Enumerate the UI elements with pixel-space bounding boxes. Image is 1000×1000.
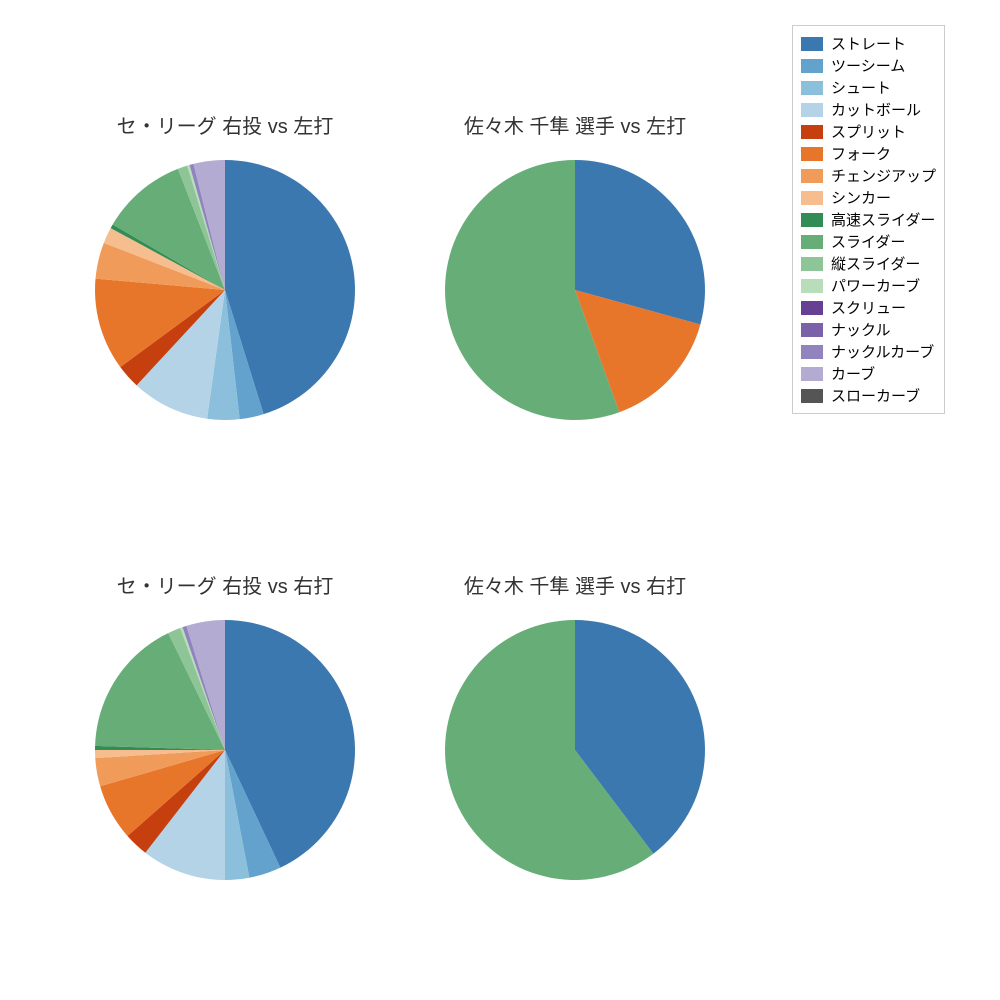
pie-chart <box>443 158 707 422</box>
legend-swatch <box>801 147 823 161</box>
chart-title: セ・リーグ 右投 vs 左打 <box>75 110 375 139</box>
legend-item: ストレート <box>801 33 936 54</box>
legend-swatch <box>801 367 823 381</box>
legend-item: ナックルカーブ <box>801 341 936 362</box>
legend-swatch <box>801 389 823 403</box>
legend-swatch <box>801 59 823 73</box>
legend-label: スプリット <box>831 121 906 142</box>
legend-label: スローカーブ <box>831 385 920 406</box>
pie-chart <box>443 618 707 882</box>
legend-swatch <box>801 235 823 249</box>
legend-label: スライダー <box>831 231 905 252</box>
legend-swatch <box>801 169 823 183</box>
legend-label: 縦スライダー <box>831 253 920 274</box>
legend-swatch <box>801 257 823 271</box>
legend-item: チェンジアップ <box>801 165 936 186</box>
legend-label: カットボール <box>831 99 921 120</box>
legend-swatch <box>801 345 823 359</box>
legend-label: パワーカーブ <box>831 275 920 296</box>
legend-label: スクリュー <box>831 297 906 318</box>
legend-swatch <box>801 37 823 51</box>
legend-swatch <box>801 81 823 95</box>
legend: ストレートツーシームシュートカットボールスプリットフォークチェンジアップシンカー… <box>792 25 945 414</box>
legend-item: フォーク <box>801 143 936 164</box>
legend-swatch <box>801 301 823 315</box>
legend-item: スプリット <box>801 121 936 142</box>
legend-item: スローカーブ <box>801 385 936 406</box>
legend-item: カットボール <box>801 99 936 120</box>
legend-label: ストレート <box>831 33 906 54</box>
legend-item: シンカー <box>801 187 936 208</box>
legend-item: スクリュー <box>801 297 936 318</box>
legend-label: ナックルカーブ <box>831 341 934 362</box>
legend-item: 縦スライダー <box>801 253 936 274</box>
pie-chart <box>93 618 357 882</box>
legend-item: ナックル <box>801 319 936 340</box>
legend-label: チェンジアップ <box>831 165 936 186</box>
legend-label: 高速スライダー <box>831 209 935 230</box>
legend-swatch <box>801 279 823 293</box>
legend-label: ツーシーム <box>831 55 905 76</box>
legend-item: ツーシーム <box>801 55 936 76</box>
legend-label: シンカー <box>831 187 891 208</box>
pie-chart <box>93 158 357 422</box>
legend-swatch <box>801 323 823 337</box>
legend-item: スライダー <box>801 231 936 252</box>
legend-item: カーブ <box>801 363 936 384</box>
legend-label: ナックル <box>831 319 891 340</box>
chart-title: 佐々木 千隼 選手 vs 左打 <box>425 110 725 139</box>
legend-item: シュート <box>801 77 936 98</box>
legend-swatch <box>801 125 823 139</box>
legend-item: パワーカーブ <box>801 275 936 296</box>
legend-item: 高速スライダー <box>801 209 936 230</box>
chart-title: 佐々木 千隼 選手 vs 右打 <box>425 570 725 599</box>
legend-swatch <box>801 213 823 227</box>
legend-label: カーブ <box>831 363 875 384</box>
legend-swatch <box>801 103 823 117</box>
legend-swatch <box>801 191 823 205</box>
legend-label: シュート <box>831 77 891 98</box>
legend-label: フォーク <box>831 143 891 164</box>
chart-title: セ・リーグ 右投 vs 右打 <box>75 570 375 599</box>
